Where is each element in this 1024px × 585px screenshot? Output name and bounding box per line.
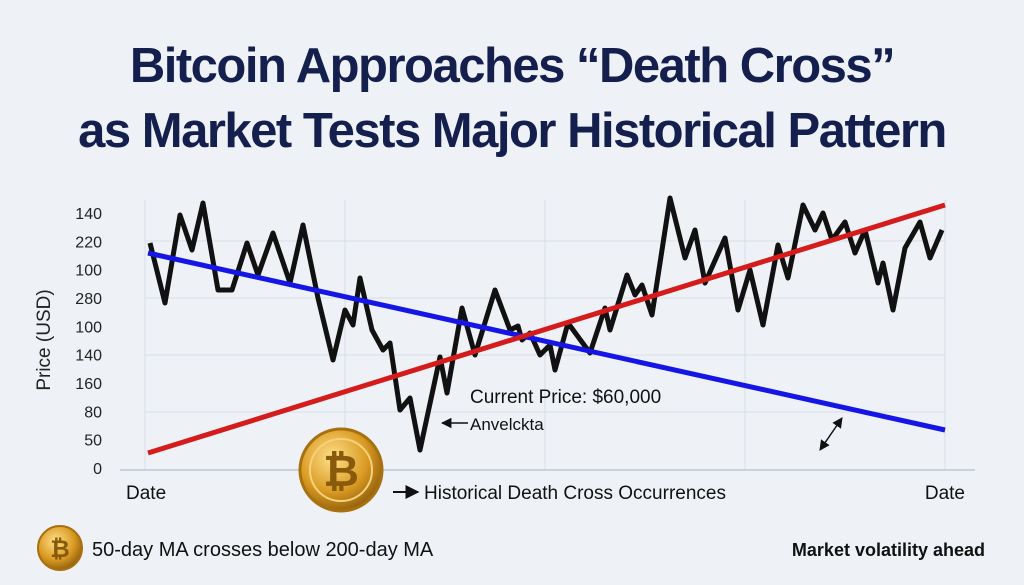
footer-text: Market volatility ahead: [792, 540, 985, 560]
annotation: Current Price: $60,000: [470, 387, 661, 408]
y-tick-label: 0: [93, 461, 102, 478]
y-tick-label: 280: [75, 291, 102, 308]
y-tick-label: 100: [75, 263, 102, 280]
svg-text:₿: ₿: [50, 536, 70, 563]
y-ticks: 140 220 100 280 100 140 160 80 50 0: [75, 206, 102, 478]
svg-text:₿: ₿: [323, 447, 359, 496]
y-tick-label: 80: [84, 404, 102, 421]
y-tick-label: 100: [75, 319, 102, 336]
price-line: [147, 195, 945, 453]
y-tick-label: 50: [84, 433, 102, 450]
annotation: Anvelckta: [470, 415, 544, 434]
ma-50-line: [147, 202, 946, 456]
arrow: [819, 417, 843, 451]
x-label: Date: [126, 483, 166, 504]
y-tick-label: 140: [75, 206, 102, 223]
bitcoin-coin: ₿: [298, 427, 384, 513]
y-tick-label: 140: [75, 348, 102, 365]
y-axis-label: Price (USD): [34, 289, 55, 390]
title-line: Bitcoin Approaches “Death Cross”: [130, 39, 894, 93]
y-tick-label: 220: [75, 234, 102, 251]
ma-200-line: [147, 250, 946, 433]
y-tick-label: 160: [75, 376, 102, 393]
title-line: as Market Tests Major Historical Pattern: [78, 104, 946, 158]
footer-text: 50-day MA crosses below 200-day MA: [92, 539, 434, 561]
x-label: Date: [925, 483, 965, 504]
annotation: Historical Death Cross Occurrences: [424, 483, 726, 504]
footer-coin: ₿: [37, 525, 83, 571]
